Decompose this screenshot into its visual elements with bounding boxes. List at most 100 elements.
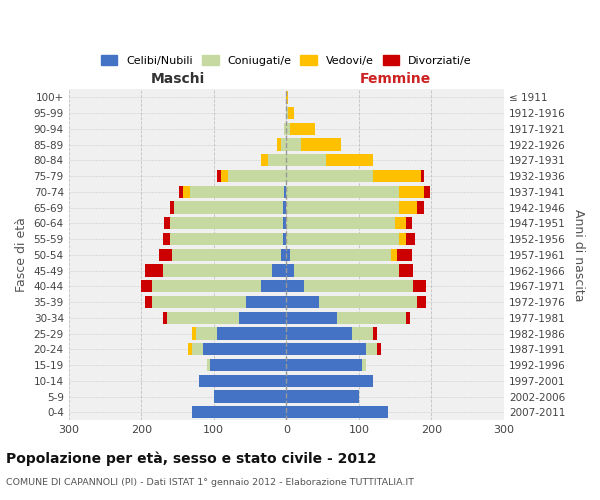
- Text: Femmine: Femmine: [359, 72, 431, 86]
- Bar: [286, 406, 388, 418]
- Bar: [152, 296, 247, 308]
- Bar: [286, 280, 304, 292]
- Bar: [286, 312, 337, 324]
- Bar: [286, 186, 399, 198]
- Bar: [373, 170, 421, 182]
- Bar: [199, 374, 286, 387]
- Bar: [406, 312, 410, 324]
- Bar: [217, 328, 286, 340]
- Text: Popolazione per età, sesso e stato civile - 2012: Popolazione per età, sesso e stato civil…: [6, 451, 377, 466]
- Bar: [366, 343, 377, 355]
- Bar: [188, 343, 192, 355]
- Bar: [141, 280, 152, 292]
- Bar: [247, 296, 286, 308]
- Bar: [424, 186, 430, 198]
- Bar: [284, 122, 286, 135]
- Bar: [277, 138, 281, 150]
- Bar: [167, 312, 239, 324]
- Bar: [283, 233, 286, 245]
- Bar: [293, 264, 399, 276]
- Bar: [286, 359, 362, 371]
- Bar: [290, 122, 316, 135]
- Bar: [164, 217, 170, 230]
- Bar: [286, 233, 399, 245]
- Bar: [268, 154, 286, 166]
- Bar: [286, 343, 366, 355]
- Bar: [210, 359, 286, 371]
- Bar: [417, 202, 424, 213]
- Bar: [179, 186, 182, 198]
- Bar: [319, 296, 417, 308]
- Text: COMUNE DI CAPANNOLI (PI) - Dati ISTAT 1° gennaio 2012 - Elaborazione TUTTITALIA.: COMUNE DI CAPANNOLI (PI) - Dati ISTAT 1°…: [6, 478, 414, 487]
- Bar: [289, 107, 294, 120]
- Bar: [399, 264, 413, 276]
- Bar: [206, 359, 210, 371]
- Bar: [217, 170, 221, 182]
- Bar: [352, 328, 373, 340]
- Bar: [399, 233, 406, 245]
- Bar: [286, 248, 290, 261]
- Bar: [163, 264, 272, 276]
- Bar: [286, 202, 399, 213]
- Bar: [286, 107, 289, 120]
- Bar: [413, 280, 427, 292]
- Bar: [304, 280, 413, 292]
- Bar: [203, 343, 286, 355]
- Bar: [283, 202, 286, 213]
- Bar: [163, 312, 167, 324]
- Bar: [281, 138, 286, 150]
- Bar: [286, 138, 301, 150]
- Text: Maschi: Maschi: [151, 72, 205, 86]
- Bar: [399, 186, 424, 198]
- Bar: [417, 296, 425, 308]
- Bar: [421, 170, 424, 182]
- Bar: [395, 217, 406, 230]
- Bar: [272, 264, 286, 276]
- Bar: [145, 296, 152, 308]
- Bar: [286, 91, 288, 104]
- Bar: [192, 343, 203, 355]
- Bar: [286, 170, 373, 182]
- Bar: [362, 359, 366, 371]
- Bar: [399, 202, 417, 213]
- Bar: [397, 248, 412, 261]
- Bar: [284, 186, 286, 198]
- Bar: [221, 170, 228, 182]
- Bar: [261, 154, 268, 166]
- Y-axis label: Fasce di età: Fasce di età: [15, 218, 28, 292]
- Bar: [174, 202, 283, 213]
- Bar: [192, 406, 286, 418]
- Bar: [261, 280, 286, 292]
- Bar: [326, 154, 373, 166]
- Bar: [286, 390, 359, 402]
- Bar: [373, 328, 377, 340]
- Bar: [406, 233, 415, 245]
- Bar: [286, 374, 373, 387]
- Legend: Celibi/Nubili, Coniugati/e, Vedovi/e, Divorziati/e: Celibi/Nubili, Coniugati/e, Vedovi/e, Di…: [97, 52, 475, 70]
- Bar: [286, 296, 319, 308]
- Bar: [406, 217, 412, 230]
- Bar: [286, 217, 395, 230]
- Bar: [170, 217, 283, 230]
- Bar: [170, 202, 174, 213]
- Bar: [145, 264, 163, 276]
- Bar: [228, 170, 286, 182]
- Bar: [391, 248, 397, 261]
- Bar: [239, 312, 286, 324]
- Bar: [286, 264, 293, 276]
- Bar: [290, 248, 391, 261]
- Bar: [281, 248, 286, 261]
- Bar: [286, 328, 352, 340]
- Bar: [377, 343, 380, 355]
- Bar: [172, 248, 281, 261]
- Bar: [163, 233, 170, 245]
- Bar: [286, 122, 290, 135]
- Bar: [337, 312, 406, 324]
- Bar: [301, 138, 341, 150]
- Bar: [158, 248, 172, 261]
- Bar: [182, 186, 190, 198]
- Bar: [152, 280, 261, 292]
- Bar: [192, 328, 196, 340]
- Bar: [170, 233, 283, 245]
- Bar: [286, 154, 326, 166]
